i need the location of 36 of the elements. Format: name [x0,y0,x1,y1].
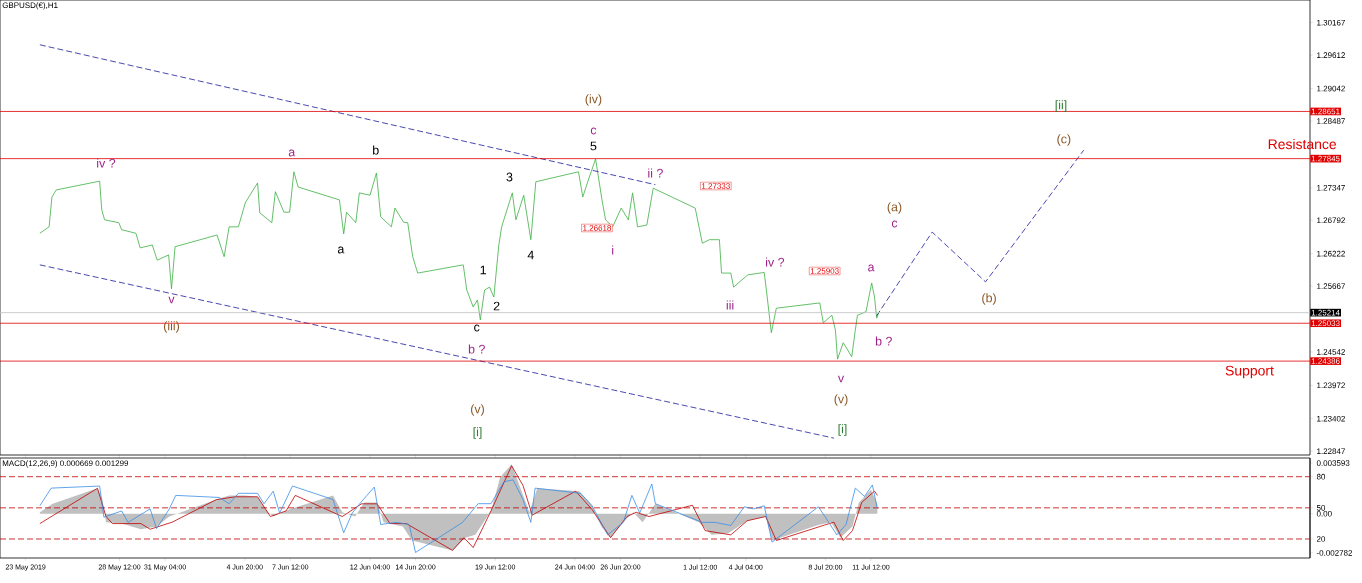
annotation: [i] [473,427,482,439]
annotation: (b) [982,293,996,305]
annotation: (c) [1057,134,1071,146]
annotation: Support [1225,365,1274,379]
annotation: (a) [887,202,902,214]
annotation: c [590,127,597,135]
annotation: 5 [590,141,597,151]
annotation: Resistance [1268,138,1337,150]
annotation: (v) [471,404,484,416]
annotation: iv ? [97,158,116,168]
annotation: v [168,296,175,304]
annotation: i [612,245,614,255]
annotation: b ? [875,336,892,346]
annotation: iv ? [766,257,785,267]
annotation: b ? [468,344,485,354]
line-series [39,158,880,360]
annotation: (iv) [585,94,602,106]
annotation: a [337,246,345,254]
annotation: (iii) [163,321,180,333]
annotation: a [288,149,296,157]
annotation: v [837,375,845,383]
annotation: 4 [527,250,534,260]
annotation: iii [726,300,734,310]
annotation: [ii] [1055,100,1067,112]
line-series [39,479,878,553]
annotation: b [373,145,379,155]
annotation: 3 [506,172,513,182]
annotation: a [868,264,875,272]
annotation: 1 [480,265,486,275]
annotation: [i] [838,424,847,436]
annotation: 2 [493,301,500,311]
line-series [876,149,1085,317]
annotation: (v) [834,394,848,406]
annotation: c [891,220,898,228]
annotation: ii ? [648,168,663,178]
annotation: c [474,324,480,332]
